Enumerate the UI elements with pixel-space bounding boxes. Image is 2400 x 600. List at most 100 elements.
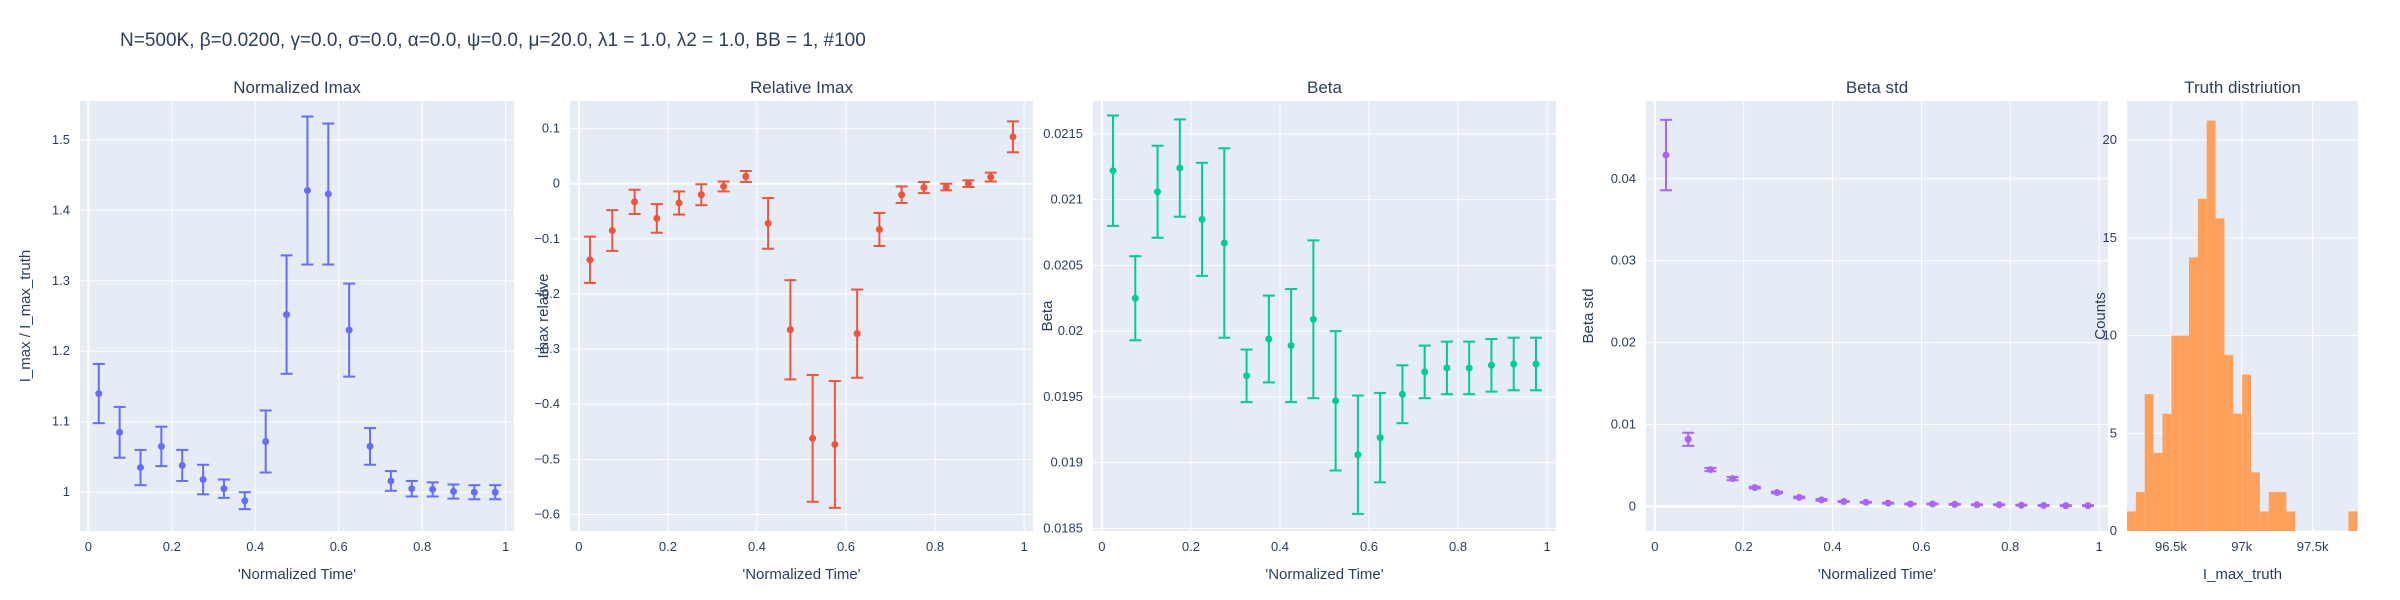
data-point (178, 461, 186, 469)
y-tick-label: 1.2 (52, 343, 70, 358)
y-axis-label: Imax relative (535, 273, 552, 358)
plot-area (80, 101, 514, 531)
data-point (1951, 500, 1959, 508)
data-point (1109, 167, 1117, 175)
y-tick-label: 0 (553, 176, 560, 191)
data-point (697, 191, 705, 199)
y-tick-label: 0.0195 (1043, 389, 1083, 404)
y-tick-label: 0.1 (542, 121, 560, 136)
x-tick-label: 1 (2095, 539, 2102, 554)
data-point (631, 198, 639, 206)
data-point (1884, 499, 1892, 507)
data-point (324, 190, 332, 198)
data-point (2017, 501, 2025, 509)
y-tick-label: −0.1 (534, 231, 560, 246)
data-point (116, 428, 124, 436)
data-point (1817, 496, 1825, 504)
data-point (942, 183, 950, 191)
histogram-bar (2162, 413, 2172, 531)
data-point (1376, 434, 1384, 442)
x-tick-label: 0.2 (1735, 539, 1753, 554)
subplot-title: Beta (1307, 78, 1343, 97)
subplot-1: 0 0.2 0.4 0.6 0.8 1 1 1.1 1.2 1.3 1.4 1.5 Normalized… (17, 78, 514, 583)
y-tick-label: −0.4 (534, 396, 560, 411)
plot-area (570, 101, 1033, 531)
data-point (1706, 466, 1714, 474)
x-tick-label: 0.6 (1360, 539, 1378, 554)
data-point (1443, 364, 1451, 372)
x-tick-label: 97.5k (2297, 539, 2329, 554)
data-point (1729, 475, 1737, 483)
histogram-bar (2277, 491, 2287, 531)
data-point (199, 476, 207, 484)
data-point (449, 488, 457, 496)
data-point (1487, 361, 1495, 369)
subplot-4: 0 0.2 0.4 0.6 0.8 1 0 0.01 0.02 0.03 0.04 Beta std '… (1580, 78, 2108, 583)
data-point (470, 488, 478, 496)
subplot-2: 0 0.2 0.4 0.6 0.8 1 −0.6 −0.5 −0.4 −0.3 −0.2 −0.1 0 0… (534, 78, 1033, 583)
data-point (1265, 335, 1273, 343)
data-point (262, 437, 270, 445)
histogram-bar (2153, 452, 2163, 531)
x-tick-label: 97k (2231, 539, 2252, 554)
data-point (1354, 451, 1362, 459)
data-point (742, 173, 750, 181)
histogram-bar (2242, 374, 2252, 531)
data-point (1751, 484, 1759, 492)
data-point (157, 442, 165, 450)
y-tick-label: 0.019 (1050, 455, 1083, 470)
x-tick-label: 0.6 (1912, 539, 1930, 554)
x-tick-label: 0.2 (659, 539, 677, 554)
data-point (1662, 151, 1670, 159)
y-tick-label: 0.04 (1611, 171, 1636, 186)
data-point (720, 182, 728, 190)
figure-title: N=500K, β=0.0200, γ=0.0, σ=0.0, α=0.0, ψ… (120, 30, 866, 51)
data-point (429, 485, 437, 493)
data-point (1995, 501, 2003, 509)
y-tick-label: 20 (2103, 132, 2117, 147)
y-tick-label: 0.03 (1611, 253, 1636, 268)
data-point (675, 199, 683, 207)
y-tick-label: 0.02 (1058, 323, 1083, 338)
histogram-bar (2268, 491, 2278, 531)
subplot-title: Relative Imax (750, 78, 853, 97)
y-tick-label: 1.1 (52, 414, 70, 429)
data-point (2084, 502, 2092, 510)
y-tick-label: 0 (2110, 523, 2117, 538)
y-axis-label: I_max / I_max_truth (17, 250, 34, 383)
data-point (786, 326, 794, 334)
data-point (345, 326, 353, 334)
x-tick-label: 1 (1543, 539, 1550, 554)
data-point (491, 488, 499, 496)
y-tick-label: 0.021 (1050, 192, 1083, 207)
data-point (1398, 390, 1406, 398)
x-tick-label: 96.5k (2155, 539, 2187, 554)
data-point (1532, 360, 1540, 368)
y-tick-label: 0.0205 (1043, 257, 1083, 272)
data-point (1198, 215, 1206, 223)
x-tick-label: 0.4 (748, 539, 766, 554)
x-axis-label: 'Normalized Time' (1818, 566, 1936, 583)
x-tick-label: 1 (1020, 539, 1027, 554)
data-point (1773, 489, 1781, 497)
data-point (1684, 435, 1692, 443)
subplot-5: 96.5k 97k 97.5k 0 5 10 15 20 Truth distriution I_… (2092, 78, 2358, 583)
data-point (241, 497, 249, 505)
data-point (964, 180, 972, 188)
y-tick-label: −0.3 (534, 341, 560, 356)
data-point (1973, 501, 1981, 509)
histogram-bar (2348, 511, 2358, 531)
y-tick-label: 5 (2110, 425, 2117, 440)
x-tick-label: 0.8 (2001, 539, 2019, 554)
histogram-bar (2144, 394, 2154, 531)
data-point (875, 225, 883, 233)
histogram-bar (2135, 491, 2145, 531)
data-point (1795, 493, 1803, 501)
plot-area (1093, 101, 1556, 531)
x-tick-label: 0 (575, 539, 582, 554)
x-axis-label: 'Normalized Time' (238, 566, 356, 583)
histogram-bar (2259, 511, 2269, 531)
data-point (366, 442, 374, 450)
x-tick-label: 0.8 (1449, 539, 1467, 554)
